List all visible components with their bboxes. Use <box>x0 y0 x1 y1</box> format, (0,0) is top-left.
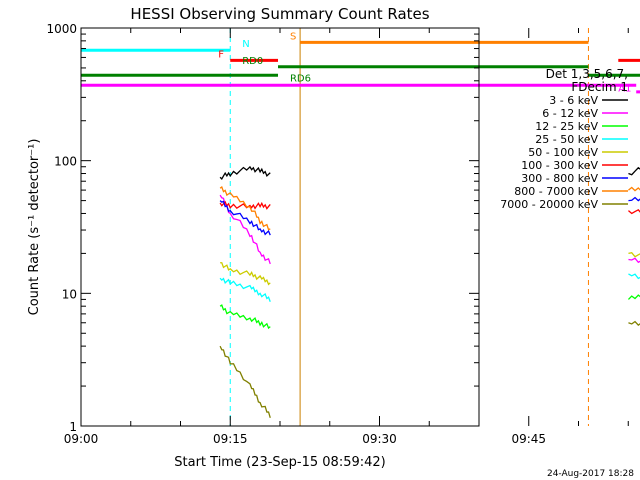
y-tick-label-0: 1 <box>69 420 77 434</box>
x-axis-label: Start Time (23-Sep-15 08:59:42) <box>174 455 385 470</box>
series-line-3-seg1 <box>219 277 271 302</box>
series-line-2-seg2 <box>627 294 640 300</box>
series-line-6-seg1 <box>219 200 271 236</box>
series-line-2-seg1 <box>219 304 271 330</box>
legend-label-2: 12 - 25 keV <box>535 120 598 133</box>
x-tick-label-3: 09:45 <box>511 432 546 446</box>
legend-label-6: 300 - 800 keV <box>521 172 598 185</box>
flag-label-rd0: RD0 <box>242 56 263 67</box>
series-line-4-seg1 <box>220 262 271 286</box>
legend-header-2: FDecim 1 <box>571 80 628 94</box>
plot-area: NSFRD0RD6A1A0 <box>80 28 640 426</box>
legend-label-4: 50 - 100 keV <box>528 146 598 159</box>
series-line-1-seg2 <box>628 257 640 264</box>
axes: 09:0009:1509:3009:4510:0010:1510:3011010… <box>46 22 629 446</box>
legend-label-8: 7000 - 20000 keV <box>500 198 598 211</box>
legend-header-1: Det 1,3,5,6,7, <box>546 67 628 81</box>
y-tick-label-1: 10 <box>62 287 77 301</box>
flag-label-a1: A1 <box>618 83 631 94</box>
flag-label-rd6: RD6 <box>290 73 311 84</box>
legend-label-0: 3 - 6 keV <box>549 94 598 107</box>
plot-frame <box>80 27 480 427</box>
x-tick-label-2: 09:30 <box>362 432 397 446</box>
flag-label-n: N <box>242 39 249 50</box>
legend-label-7: 800 - 7000 keV <box>514 185 598 198</box>
y-axis-label: Count Rate (s⁻¹ detector⁻¹) <box>27 139 42 316</box>
legend-label-3: 25 - 50 keV <box>535 133 598 146</box>
series-line-0-seg2 <box>628 166 640 176</box>
flag-label-s: S <box>290 31 296 42</box>
series-line-8-seg1 <box>219 345 271 419</box>
footer-date: 24-Aug-2017 18:28 <box>547 469 634 479</box>
y-tick-label-3: 1000 <box>46 22 77 36</box>
series-line-7-seg1 <box>219 186 271 231</box>
x-tick-label-1: 09:15 <box>213 432 248 446</box>
series-line-7-seg2 <box>628 186 640 192</box>
series-line-6-seg2 <box>628 196 640 202</box>
series-line-8-seg2 <box>628 320 640 326</box>
series-line-0-seg1 <box>219 165 271 181</box>
flag-label-f: F <box>218 49 224 60</box>
chart-title: HESSI Observing Summary Count Rates <box>130 5 429 23</box>
legend-label-1: 6 - 12 keV <box>542 107 598 120</box>
y-tick-label-2: 100 <box>54 155 77 169</box>
series-line-4-seg2 <box>628 252 640 258</box>
series-line-3-seg2 <box>628 273 640 280</box>
x-tick-label-0: 09:00 <box>64 432 99 446</box>
legend-label-5: 100 - 300 keV <box>521 159 598 172</box>
